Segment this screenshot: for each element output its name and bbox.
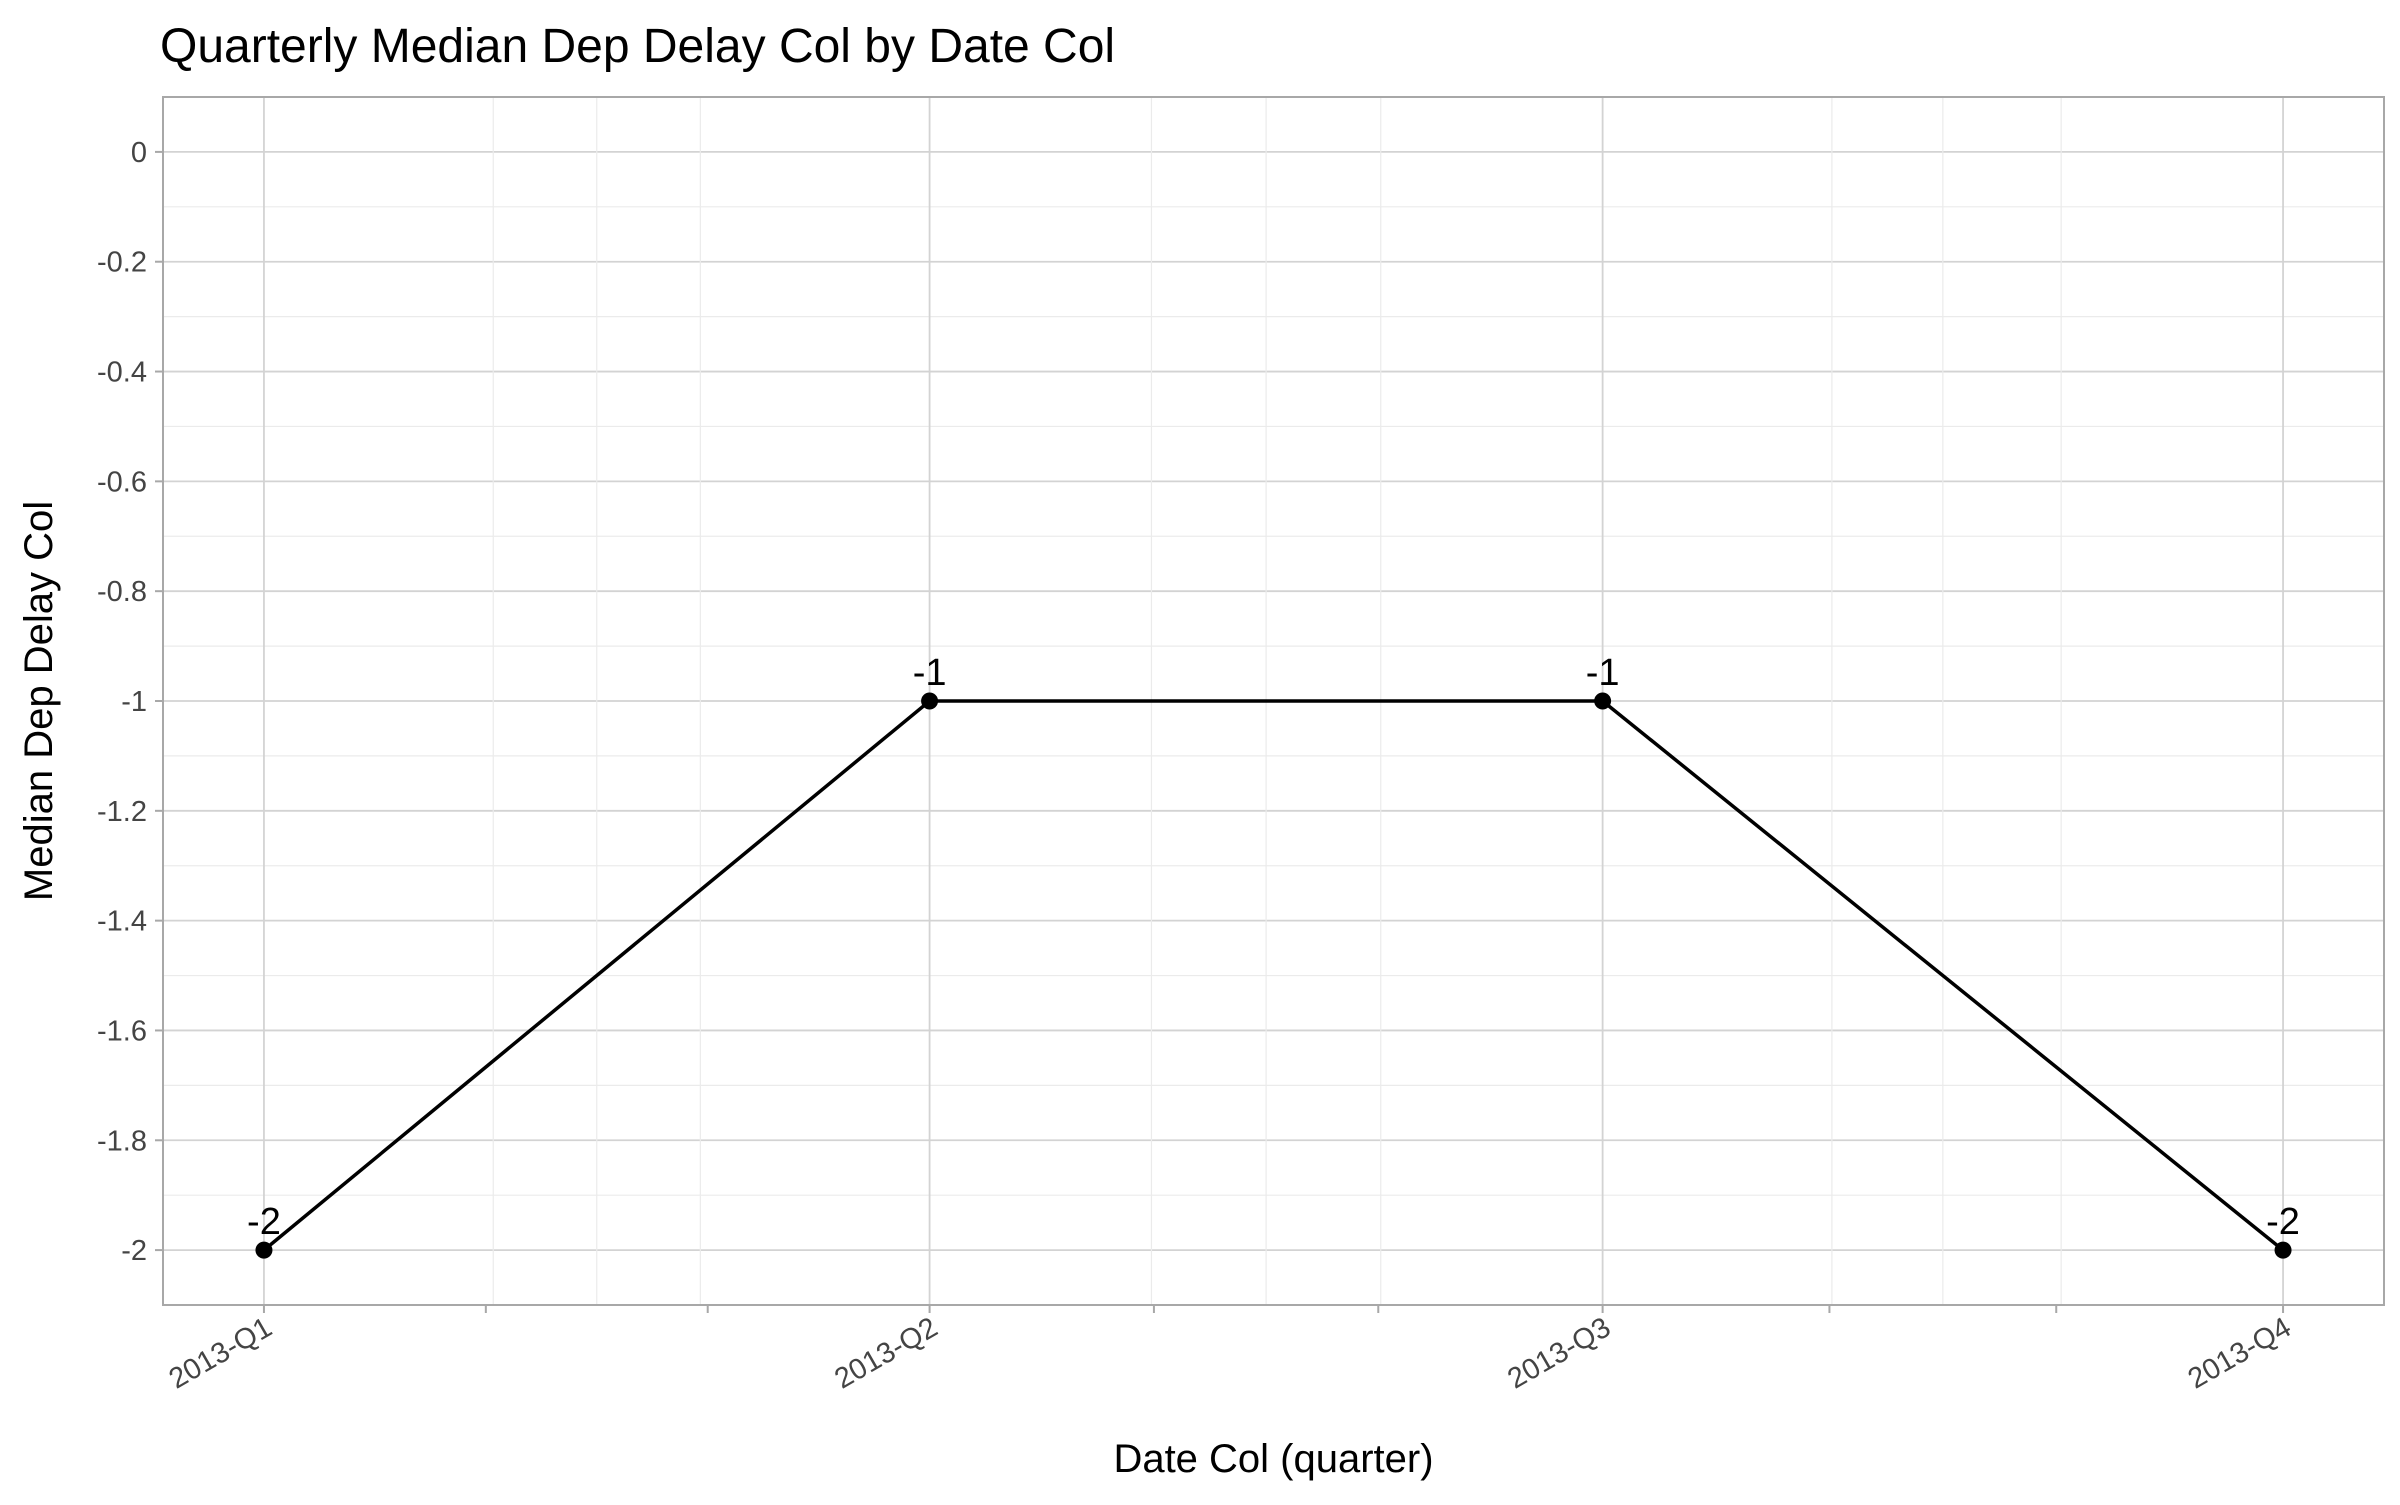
x-tick-label: 2013-Q4	[2183, 1311, 2297, 1395]
y-tick-label: -2	[121, 1235, 147, 1267]
x-tick-label: 2013-Q3	[1502, 1311, 1616, 1395]
plot-panel-border	[162, 96, 2385, 1306]
data-label: -2	[2266, 1201, 2300, 1243]
y-tick-label: -1.8	[97, 1125, 147, 1157]
y-tick-label: -0.8	[97, 576, 147, 608]
y-tick-label: -1	[121, 686, 147, 718]
x-tick-label: 2013-Q1	[164, 1311, 278, 1395]
data-point	[2274, 1241, 2292, 1259]
y-tick-label: -1.6	[97, 1015, 147, 1047]
data-point	[1594, 692, 1612, 710]
axis-ticks: 0 -0.2 -0.4 -0.6 -0.8 -1 -1.2 -1.4 -1.6 -1.8 -2 201…	[97, 137, 2297, 1396]
y-tick-label: 0	[131, 137, 147, 169]
data-label: -1	[913, 652, 947, 694]
x-tick-label: 2013-Q2	[829, 1311, 943, 1395]
y-tick-label: -0.2	[97, 247, 147, 279]
y-tick-label: -1.2	[97, 796, 147, 828]
y-tick-label: -1.4	[97, 906, 147, 938]
data-label: -1	[1586, 652, 1620, 694]
x-axis-title: Date Col (quarter)	[1113, 1437, 1433, 1481]
y-axis-title: Median Dep Delay Col	[17, 501, 61, 901]
data-point	[255, 1241, 273, 1259]
series-line	[262, 699, 2285, 1252]
y-tick-label: -0.6	[97, 466, 147, 498]
chart-title: Quarterly Median Dep Delay Col by Date C…	[160, 20, 1115, 73]
series-layer: -2 -1 -1 -2	[247, 652, 2300, 1259]
data-label: -2	[247, 1201, 281, 1243]
y-tick-label: -0.4	[97, 357, 147, 389]
data-point	[921, 692, 939, 710]
